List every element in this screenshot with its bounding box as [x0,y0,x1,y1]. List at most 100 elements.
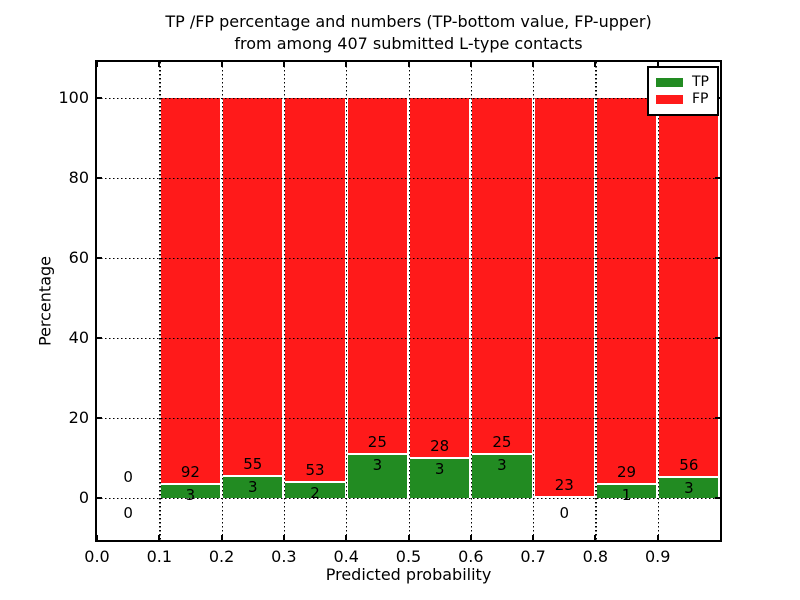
fp-count-label: 25 [367,433,387,452]
legend-label-fp: FP [692,91,709,107]
x-tick-label: 0.4 [333,547,359,566]
fp-bar-segment [410,98,470,460]
tp-bar-segment [160,485,221,498]
fp-count-label: 55 [243,455,263,474]
x-tick-label: 0.9 [644,547,671,566]
v-gridline [657,62,659,540]
fp-count-label: 25 [492,433,512,452]
fp-bar-segment [596,98,657,485]
fp-count-label: 29 [617,462,637,481]
x-tick-label: 0.1 [146,547,173,566]
x-tick-mark [96,535,98,540]
x-tick-mark [407,535,410,540]
x-tick-mark [407,62,410,67]
chart-title-line2: from among 407 submitted L-type contacts [234,34,583,53]
fp-count-label: 0 [123,468,133,486]
tp-count-label: 2 [310,484,320,503]
x-tick-mark [282,535,285,540]
tp-count-label: 3 [185,486,196,505]
fp-swatch-icon [656,95,683,104]
x-axis-label: Predicted probability [325,565,492,584]
v-gridline [346,62,348,540]
fp-bar-segment [347,98,407,456]
y-tick-mark [97,497,102,499]
x-tick-label: 0.6 [458,547,484,566]
y-tick-label: 100 [58,88,89,107]
legend-label-tp: TP [692,74,709,90]
y-tick-label: 80 [68,168,89,187]
legend-item-tp: TP [656,74,717,91]
fp-count-label: 92 [180,463,200,482]
legend: TP FP [647,66,719,116]
x-tick-label: 0.7 [520,547,546,566]
x-tick-mark [96,62,98,67]
x-tick-mark [594,62,597,67]
v-gridline [283,62,286,540]
x-tick-mark [220,535,223,540]
y-tick-label: 60 [68,248,89,267]
x-tick-mark [469,535,472,540]
v-gridline [595,62,597,540]
y-tick-mark [97,97,102,99]
x-tick-label: 0.2 [208,547,235,566]
x-tick-mark [345,62,348,67]
x-tick-mark [158,535,161,540]
tp-count-label: 3 [434,460,445,479]
tp-bar-segment [347,455,407,498]
tp-bar-segment [659,477,719,498]
fp-count-label: 23 [554,476,574,494]
tp-bar-segment [285,483,345,498]
tp-count-label: 0 [559,504,570,522]
v-gridline [221,62,223,540]
x-tick-mark [532,535,535,540]
x-tick-label: 0.8 [582,547,609,566]
fp-bar-segment [285,98,345,484]
x-tick-label: 0.3 [271,547,297,566]
x-tick-mark [532,62,535,67]
fp-count-label: 28 [430,437,450,456]
v-gridline [533,62,535,540]
x-tick-mark [158,62,161,67]
tp-bar-segment [410,459,470,498]
y-tick-mark [715,177,720,179]
y-tick-mark [715,497,720,499]
y-tick-label: 0 [78,488,89,507]
x-tick-label: 0.5 [395,547,422,566]
fp-count-label: 53 [305,461,325,480]
y-tick-mark [715,337,720,339]
y-tick-mark [97,257,102,259]
chart-title-line1: TP /FP percentage and numbers (TP-bottom… [165,12,652,31]
y-tick-mark [97,177,102,179]
v-gridline [408,62,410,540]
y-tick-mark [97,337,102,339]
x-tick-mark [282,62,285,67]
fp-bar-segment [223,98,283,478]
y-tick-mark [715,257,720,259]
tp-count-label: 3 [372,456,383,475]
tp-bar-segment [596,484,657,498]
x-tick-label: 0.0 [84,547,110,566]
v-gridline [159,62,161,540]
plot-area: TP FP 0 0 92 3 55 3 53 2 25 3 28 3 25 3 23 0 29 1 56 3 [95,60,722,542]
tp-count-label: 3 [684,478,694,497]
tp-swatch-icon [656,78,683,87]
y-tick-label: 20 [68,408,89,427]
tp-count-label: 3 [247,478,258,497]
tp-count-label: 1 [621,485,632,504]
fp-bar-segment [659,98,719,478]
fp-count-label: 56 [679,455,699,474]
legend-item-fp: FP [656,91,717,108]
tp-bar-segment [223,477,283,498]
y-tick-mark [715,417,720,419]
fp-bar-segment [160,98,221,486]
x-tick-mark [656,535,659,540]
y-tick-label: 40 [68,328,89,347]
x-tick-mark [469,62,472,67]
fp-bar-segment [534,98,594,498]
v-gridline [470,62,473,540]
tp-count-label: 3 [497,456,507,475]
y-tick-mark [97,417,102,419]
chart-title: TP /FP percentage and numbers (TP-bottom… [95,11,722,55]
x-tick-mark [594,535,597,540]
